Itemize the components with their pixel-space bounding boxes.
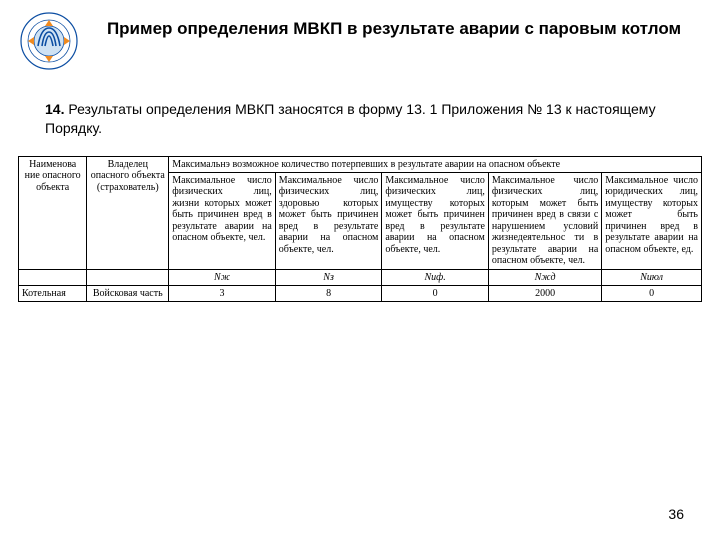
data-cell-owner: Войсковая часть xyxy=(87,285,169,301)
sym-cell: Nиюл xyxy=(602,269,702,285)
header-row-1: Наименова ние опасного объекта Владелец … xyxy=(19,156,702,172)
sub-header-2: Максимальное число физических лиц, здоро… xyxy=(275,172,382,269)
logo-emblem xyxy=(20,12,78,70)
header: Пример определения МВКП в результате ава… xyxy=(0,0,720,70)
sub-header-1: Максимальное число физических лиц, жизни… xyxy=(169,172,276,269)
sym-cell: Nз xyxy=(275,269,382,285)
sym-cell: Nжд xyxy=(488,269,601,285)
col-header-name: Наименова ние опасного объекта xyxy=(19,156,87,269)
sym-cell: Nиф. xyxy=(382,269,489,285)
data-cell-v1: 3 xyxy=(169,285,276,301)
sym-cell: Nж xyxy=(169,269,276,285)
intro-paragraph: 14. Результаты определения МВКП заносятс… xyxy=(0,70,720,156)
mvkp-table: Наименова ние опасного объекта Владелец … xyxy=(18,156,702,302)
page-number: 36 xyxy=(668,506,684,522)
page-title: Пример определения МВКП в результате ава… xyxy=(88,12,700,40)
table-container: Наименова ние опасного объекта Владелец … xyxy=(0,156,720,302)
sub-header-3: Максимальное число физических лиц, имуще… xyxy=(382,172,489,269)
symbol-row: Nж Nз Nиф. Nжд Nиюл xyxy=(19,269,702,285)
sym-cell xyxy=(87,269,169,285)
merged-header: Максимальнэ возможное количество потерпе… xyxy=(169,156,702,172)
col-header-owner: Владелец опасного объекта (страхователь) xyxy=(87,156,169,269)
data-cell-v3: 0 xyxy=(382,285,489,301)
section-number: 14. xyxy=(45,101,64,117)
data-cell-name: Котельная xyxy=(19,285,87,301)
intro-text: Результаты определения МВКП заносятся в … xyxy=(45,101,656,136)
data-row: Котельная Войсковая часть 3 8 0 2000 0 xyxy=(19,285,702,301)
sub-header-4: Максимальное число физических лиц, котор… xyxy=(488,172,601,269)
sym-cell xyxy=(19,269,87,285)
sub-header-5: Максимальное число юридических лиц, имущ… xyxy=(602,172,702,269)
data-cell-v5: 0 xyxy=(602,285,702,301)
data-cell-v4: 2000 xyxy=(488,285,601,301)
data-cell-v2: 8 xyxy=(275,285,382,301)
